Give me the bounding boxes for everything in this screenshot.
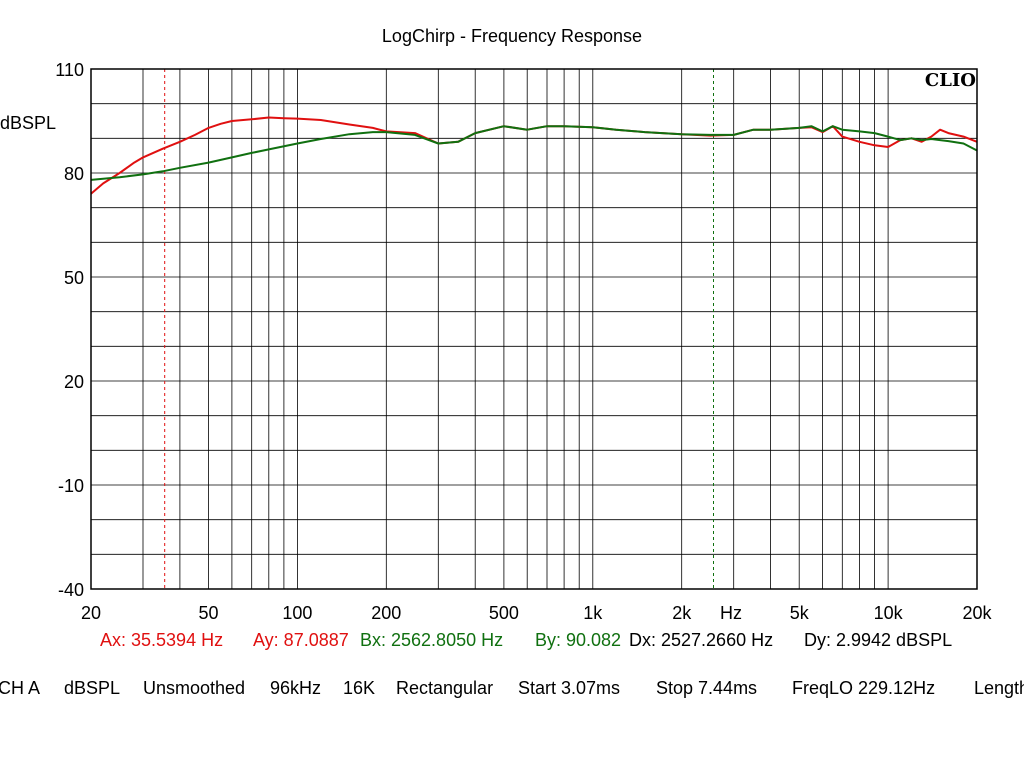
y-tick-label: 110	[55, 60, 84, 80]
x-tick-label: 5k	[790, 603, 810, 623]
series-group	[90, 116, 978, 195]
status-window: Rectangular	[396, 678, 494, 698]
cursor-lines	[164, 69, 714, 589]
x-tick-label: 100	[282, 603, 312, 623]
delta-x-readout: Dx: 2527.2660 Hz	[629, 630, 774, 650]
cursor-b-x-readout: Bx: 2562.8050 Hz	[360, 630, 504, 650]
delta-y-readout: Dy: 2.9942 dBSPL	[804, 630, 953, 650]
y-axis-label: dBSPL	[0, 113, 56, 133]
plot-frame	[90, 68, 978, 590]
x-tick-label: 500	[489, 603, 519, 623]
y-tick-labels: 110 80 50 20 -10 -40	[55, 60, 84, 600]
x-tick-labels: 20 50 100 200 500 1k 2k 5k 10k 20k	[81, 603, 993, 623]
status-channel: CH A	[0, 678, 41, 698]
y-tick-label: 20	[64, 372, 84, 392]
status-unit: dBSPL	[64, 678, 121, 698]
status-stop: Stop 7.44ms	[656, 678, 758, 698]
series-green-line	[90, 125, 978, 181]
status-start: Start 3.07ms	[518, 678, 621, 698]
x-tick-label: 10k	[874, 603, 904, 623]
cursor-a-x-readout: Ax: 35.5394 Hz	[100, 630, 224, 650]
status-fft-size: 16K	[343, 678, 376, 698]
y-tick-label: -40	[58, 580, 84, 600]
chart-title: LogChirp - Frequency Response	[382, 26, 642, 46]
x-unit-label: Hz	[720, 603, 742, 623]
y-tick-label: -10	[58, 476, 84, 496]
x-tick-label: 20	[81, 603, 101, 623]
y-tick-label: 50	[64, 268, 84, 288]
clio-brand-logo: CLIO	[925, 70, 976, 91]
x-tick-label: 2k	[672, 603, 692, 623]
status-freqlo: FreqLO 229.12Hz	[792, 678, 936, 698]
cursor-readout: Ax: 35.5394 Hz Ay: 87.0887 Bx: 2562.8050…	[0, 630, 1024, 656]
grid	[91, 69, 977, 589]
measurement-status-bar: CH A dBSPL Unsmoothed 96kHz 16K Rectangu…	[0, 678, 1024, 704]
status-length: Length	[974, 678, 1024, 698]
y-tick-label: 80	[64, 164, 84, 184]
x-tick-label: 1k	[583, 603, 603, 623]
x-tick-label: 200	[371, 603, 401, 623]
cursor-b-y-readout: By: 90.082	[535, 630, 622, 650]
status-smoothing: Unsmoothed	[143, 678, 246, 698]
status-sample-rate: 96kHz	[270, 678, 322, 698]
x-tick-label: 50	[198, 603, 218, 623]
x-tick-label: 20k	[962, 603, 992, 623]
cursor-a-y-readout: Ay: 87.0887	[253, 630, 349, 650]
